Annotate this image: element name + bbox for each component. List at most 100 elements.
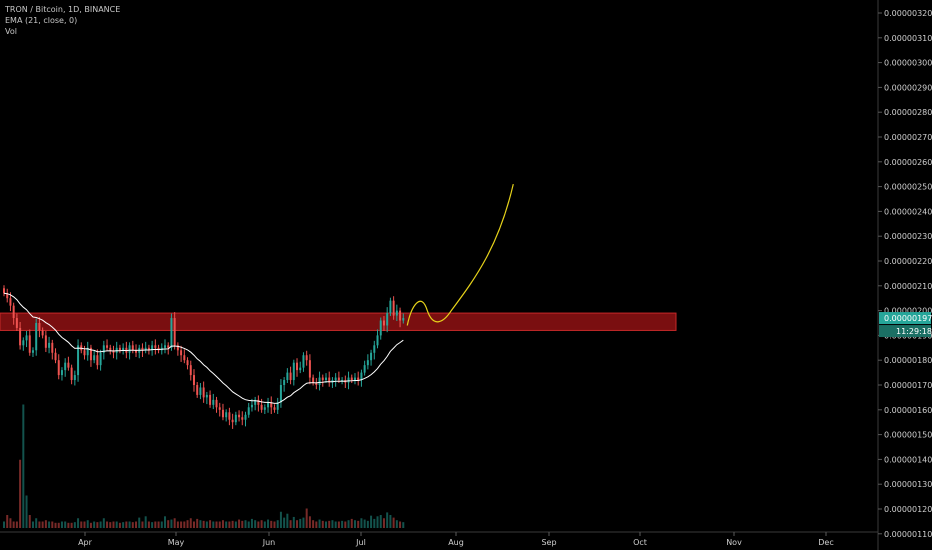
volume-bar — [212, 521, 215, 528]
volume-bar — [260, 520, 263, 528]
price-tick-label: 0.00000230 — [884, 232, 932, 241]
candle-body — [328, 377, 331, 383]
price-tick-label: 0.00000160 — [884, 406, 932, 415]
candle-body — [180, 350, 183, 356]
volume-bar — [373, 518, 376, 528]
candle-body — [325, 377, 327, 381]
volume-bar — [80, 521, 83, 528]
volume-bar — [312, 520, 315, 528]
volume-bar — [125, 521, 128, 528]
volume-bar — [3, 521, 5, 528]
candle-body — [250, 404, 253, 408]
candle-body — [334, 377, 337, 381]
volume-bar — [318, 519, 321, 528]
candle-body — [31, 350, 34, 353]
candle-body — [38, 323, 41, 331]
candle-body — [247, 407, 250, 415]
candle-body — [392, 300, 395, 316]
candle-body — [73, 375, 76, 381]
candle-body — [35, 323, 38, 351]
time-tick-label: Nov — [726, 538, 742, 547]
candle-body — [54, 352, 57, 361]
volume-bar — [305, 508, 308, 528]
volume-bar — [276, 520, 279, 528]
volume-bar — [6, 515, 9, 528]
candle-body — [215, 399, 218, 408]
volume-bar — [9, 518, 12, 528]
candle-body — [189, 365, 192, 376]
candle-body — [257, 399, 260, 405]
candle-body — [83, 350, 86, 356]
candle-body — [22, 340, 25, 346]
time-tick-label: Sep — [541, 538, 556, 547]
candle-body — [254, 399, 257, 405]
current-price-tag — [879, 312, 931, 325]
volume-bar — [160, 521, 163, 528]
volume-bar — [296, 520, 299, 528]
volume-bar — [399, 521, 402, 528]
price-tick-label: 0.00000170 — [884, 381, 932, 390]
volume-bar — [99, 521, 102, 528]
volume-bar — [96, 522, 99, 528]
candle-body — [218, 407, 221, 410]
candle-body — [315, 382, 318, 385]
volume-bar — [176, 521, 179, 528]
candle-body — [3, 288, 5, 294]
volume-bar — [302, 517, 305, 528]
candle-body — [205, 394, 208, 398]
volume-bar — [147, 521, 150, 528]
volume-bar — [28, 515, 31, 528]
price-tick-label: 0.00000260 — [884, 158, 932, 167]
candle-body — [357, 377, 360, 381]
volume-bar — [270, 520, 273, 528]
ema-indicator-label[interactable]: EMA (21, close, 0) — [5, 16, 78, 25]
projection-curve — [406, 183, 514, 326]
volume-bar — [347, 520, 350, 528]
candle-body — [386, 313, 389, 326]
candle-body — [202, 387, 205, 398]
candle-body — [57, 360, 60, 376]
candle-body — [244, 414, 247, 420]
volume-bar — [118, 522, 121, 528]
candle-body — [312, 377, 315, 383]
candle-body — [296, 362, 299, 371]
volume-bar — [41, 521, 44, 528]
candle-body — [260, 404, 263, 410]
volume-bar — [238, 519, 241, 528]
volume-bar — [331, 520, 334, 528]
volume-bar — [392, 517, 395, 528]
candle-body — [106, 345, 109, 348]
candle-body — [41, 330, 44, 336]
price-tick-label: 0.00000140 — [884, 455, 932, 464]
candle-body — [402, 318, 405, 321]
candle-body — [305, 355, 308, 361]
time-tick-label: Dec — [818, 538, 833, 547]
volume-bar — [106, 521, 109, 528]
time-tick-label: Oct — [633, 538, 647, 547]
price-tick-label: 0.00000300 — [884, 59, 932, 68]
candle-body — [6, 293, 9, 299]
candle-body — [366, 360, 369, 366]
volume-bar — [157, 521, 160, 528]
volume-bar — [315, 521, 318, 528]
volume-bar — [215, 521, 218, 528]
volume-indicator-label[interactable]: Vol — [5, 27, 17, 36]
volume-bar — [325, 521, 327, 528]
volume-bar — [289, 520, 292, 528]
candle-body — [170, 318, 173, 348]
volume-bar — [254, 520, 257, 528]
candle-body — [302, 355, 305, 368]
candle-body — [299, 367, 302, 371]
candle-body — [28, 335, 31, 353]
candle-body — [370, 352, 373, 361]
price-tick-label: 0.00000180 — [884, 356, 932, 365]
volume-bar — [279, 511, 282, 528]
price-tick-label: 0.00000210 — [884, 282, 932, 291]
volume-bar — [135, 521, 138, 528]
candle-body — [395, 310, 398, 316]
candle-body — [337, 377, 340, 381]
volume-bar — [247, 521, 250, 528]
candle-body — [212, 399, 215, 405]
candle-body — [389, 300, 392, 314]
